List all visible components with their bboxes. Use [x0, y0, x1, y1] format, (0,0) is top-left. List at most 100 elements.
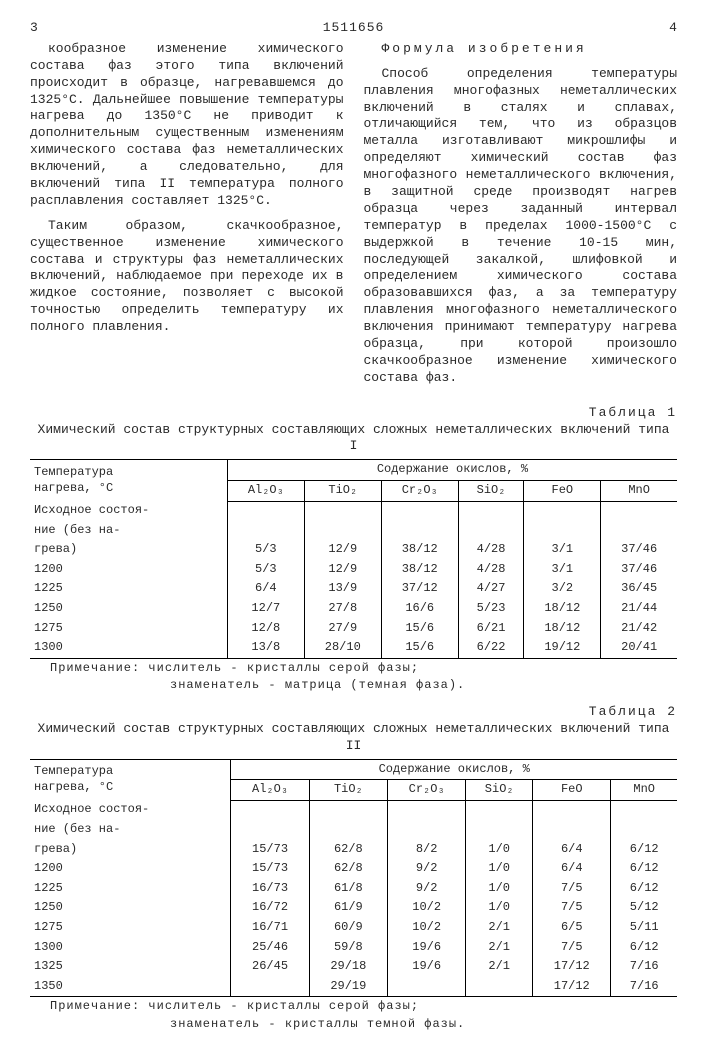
table-cell: 1/0: [466, 859, 533, 879]
page-left-num: 3: [30, 20, 38, 37]
table-cell: [533, 820, 611, 840]
oxide-col: TiO₂: [309, 780, 387, 801]
table-cell: 2/1: [466, 918, 533, 938]
table-cell: 18/12: [524, 599, 601, 619]
table-cell: [231, 820, 309, 840]
table-2-caption: Химический состав структурных составляющ…: [30, 721, 677, 755]
table-cell: [458, 501, 524, 521]
table-cell: 17/12: [533, 977, 611, 997]
left-p2: Таким образом, скачкообразное, существен…: [30, 218, 344, 336]
table-row-label: ние (без на-: [30, 820, 231, 840]
table-cell: 6/4: [227, 579, 304, 599]
table-cell: 4/28: [458, 540, 524, 560]
right-column: Формула изобретения Способ определения т…: [364, 41, 678, 395]
oxide-col: FeO: [533, 780, 611, 801]
table-cell: 5/3: [227, 540, 304, 560]
oxide-col: TiO₂: [304, 480, 381, 501]
table-cell: 29/19: [309, 977, 387, 997]
table-cell: 7/16: [611, 977, 677, 997]
table-cell: 16/73: [231, 879, 309, 899]
table-cell: 21/44: [601, 599, 677, 619]
table-cell: 8/2: [388, 840, 466, 860]
table-cell: 4/28: [458, 560, 524, 580]
t2-note1: Примечание: числитель - кристаллы серой …: [50, 999, 677, 1015]
table-cell: 12/9: [304, 540, 381, 560]
table-cell: 37/46: [601, 560, 677, 580]
t1-col-temp: Температура нагрева, °С: [30, 460, 227, 501]
t1-note1: Примечание: числитель - кристаллы серой …: [50, 661, 677, 677]
table-cell: [227, 501, 304, 521]
table-cell: [388, 800, 466, 820]
table-cell: 37/12: [381, 579, 458, 599]
table-cell: 10/2: [388, 918, 466, 938]
table-cell: 3/1: [524, 540, 601, 560]
table-cell: [231, 977, 309, 997]
table-cell: 6/5: [533, 918, 611, 938]
table-cell: 9/2: [388, 859, 466, 879]
oxide-col: Al₂O₃: [227, 480, 304, 501]
oxide-col: FeO: [524, 480, 601, 501]
table-row-label: 1200: [30, 859, 231, 879]
table-cell: 6/12: [611, 879, 677, 899]
table-2: Температура нагрева, °С Содержание окисл…: [30, 759, 677, 998]
table-row-label: грева): [30, 840, 231, 860]
table-cell: 6/22: [458, 638, 524, 658]
table-cell: 7/5: [533, 879, 611, 899]
table-cell: 1/0: [466, 840, 533, 860]
table-cell: [466, 977, 533, 997]
table-cell: [524, 501, 601, 521]
table-cell: 18/12: [524, 619, 601, 639]
table-cell: [381, 501, 458, 521]
table-cell: 6/4: [533, 840, 611, 860]
table-cell: 4/27: [458, 579, 524, 599]
table-row-label: 1300: [30, 638, 227, 658]
table-row-label: 1250: [30, 599, 227, 619]
oxide-col: SiO₂: [466, 780, 533, 801]
table-cell: [458, 521, 524, 541]
table-cell: 6/21: [458, 619, 524, 639]
table-cell: 5/23: [458, 599, 524, 619]
table-cell: [601, 501, 677, 521]
t1-oxide-header: Содержание окислов, %: [227, 460, 677, 481]
table-cell: 38/12: [381, 560, 458, 580]
table-cell: 2/1: [466, 938, 533, 958]
oxide-col: MnO: [601, 480, 677, 501]
t2-col-temp: Температура нагрева, °С: [30, 759, 231, 800]
table-cell: 1/0: [466, 898, 533, 918]
table-row-label: Исходное состоя-: [30, 800, 231, 820]
table-cell: [388, 820, 466, 840]
table-row-label: 1225: [30, 879, 231, 899]
table-cell: 10/2: [388, 898, 466, 918]
table-cell: 3/2: [524, 579, 601, 599]
t2-oxide-header: Содержание окислов, %: [231, 759, 677, 780]
table-cell: 36/45: [601, 579, 677, 599]
left-column: кообразное изменение химического состава…: [30, 41, 344, 395]
table-row-label: 1200: [30, 560, 227, 580]
table-cell: 62/8: [309, 840, 387, 860]
table-2-label: Таблица 2: [30, 704, 677, 721]
table-cell: [466, 820, 533, 840]
table-cell: 59/8: [309, 938, 387, 958]
table-cell: [231, 800, 309, 820]
table-row-label: 1275: [30, 918, 231, 938]
table-1: Температура нагрева, °С Содержание окисл…: [30, 459, 677, 658]
table-cell: 19/6: [388, 938, 466, 958]
table-cell: 61/9: [309, 898, 387, 918]
table-cell: [466, 800, 533, 820]
table-row-label: 1350: [30, 977, 231, 997]
table-cell: [381, 521, 458, 541]
table-cell: 12/8: [227, 619, 304, 639]
table-row-label: 1300: [30, 938, 231, 958]
table-cell: [601, 521, 677, 541]
table-row-label: ние (без на-: [30, 521, 227, 541]
table-cell: 12/7: [227, 599, 304, 619]
table-2-section: Таблица 2 Химический состав структурных …: [30, 704, 677, 1032]
table-cell: [533, 800, 611, 820]
table-cell: [309, 820, 387, 840]
table-cell: [304, 521, 381, 541]
table-cell: 7/5: [533, 938, 611, 958]
table-cell: 20/41: [601, 638, 677, 658]
table-cell: 13/8: [227, 638, 304, 658]
table-cell: 9/2: [388, 879, 466, 899]
table-cell: 5/12: [611, 898, 677, 918]
